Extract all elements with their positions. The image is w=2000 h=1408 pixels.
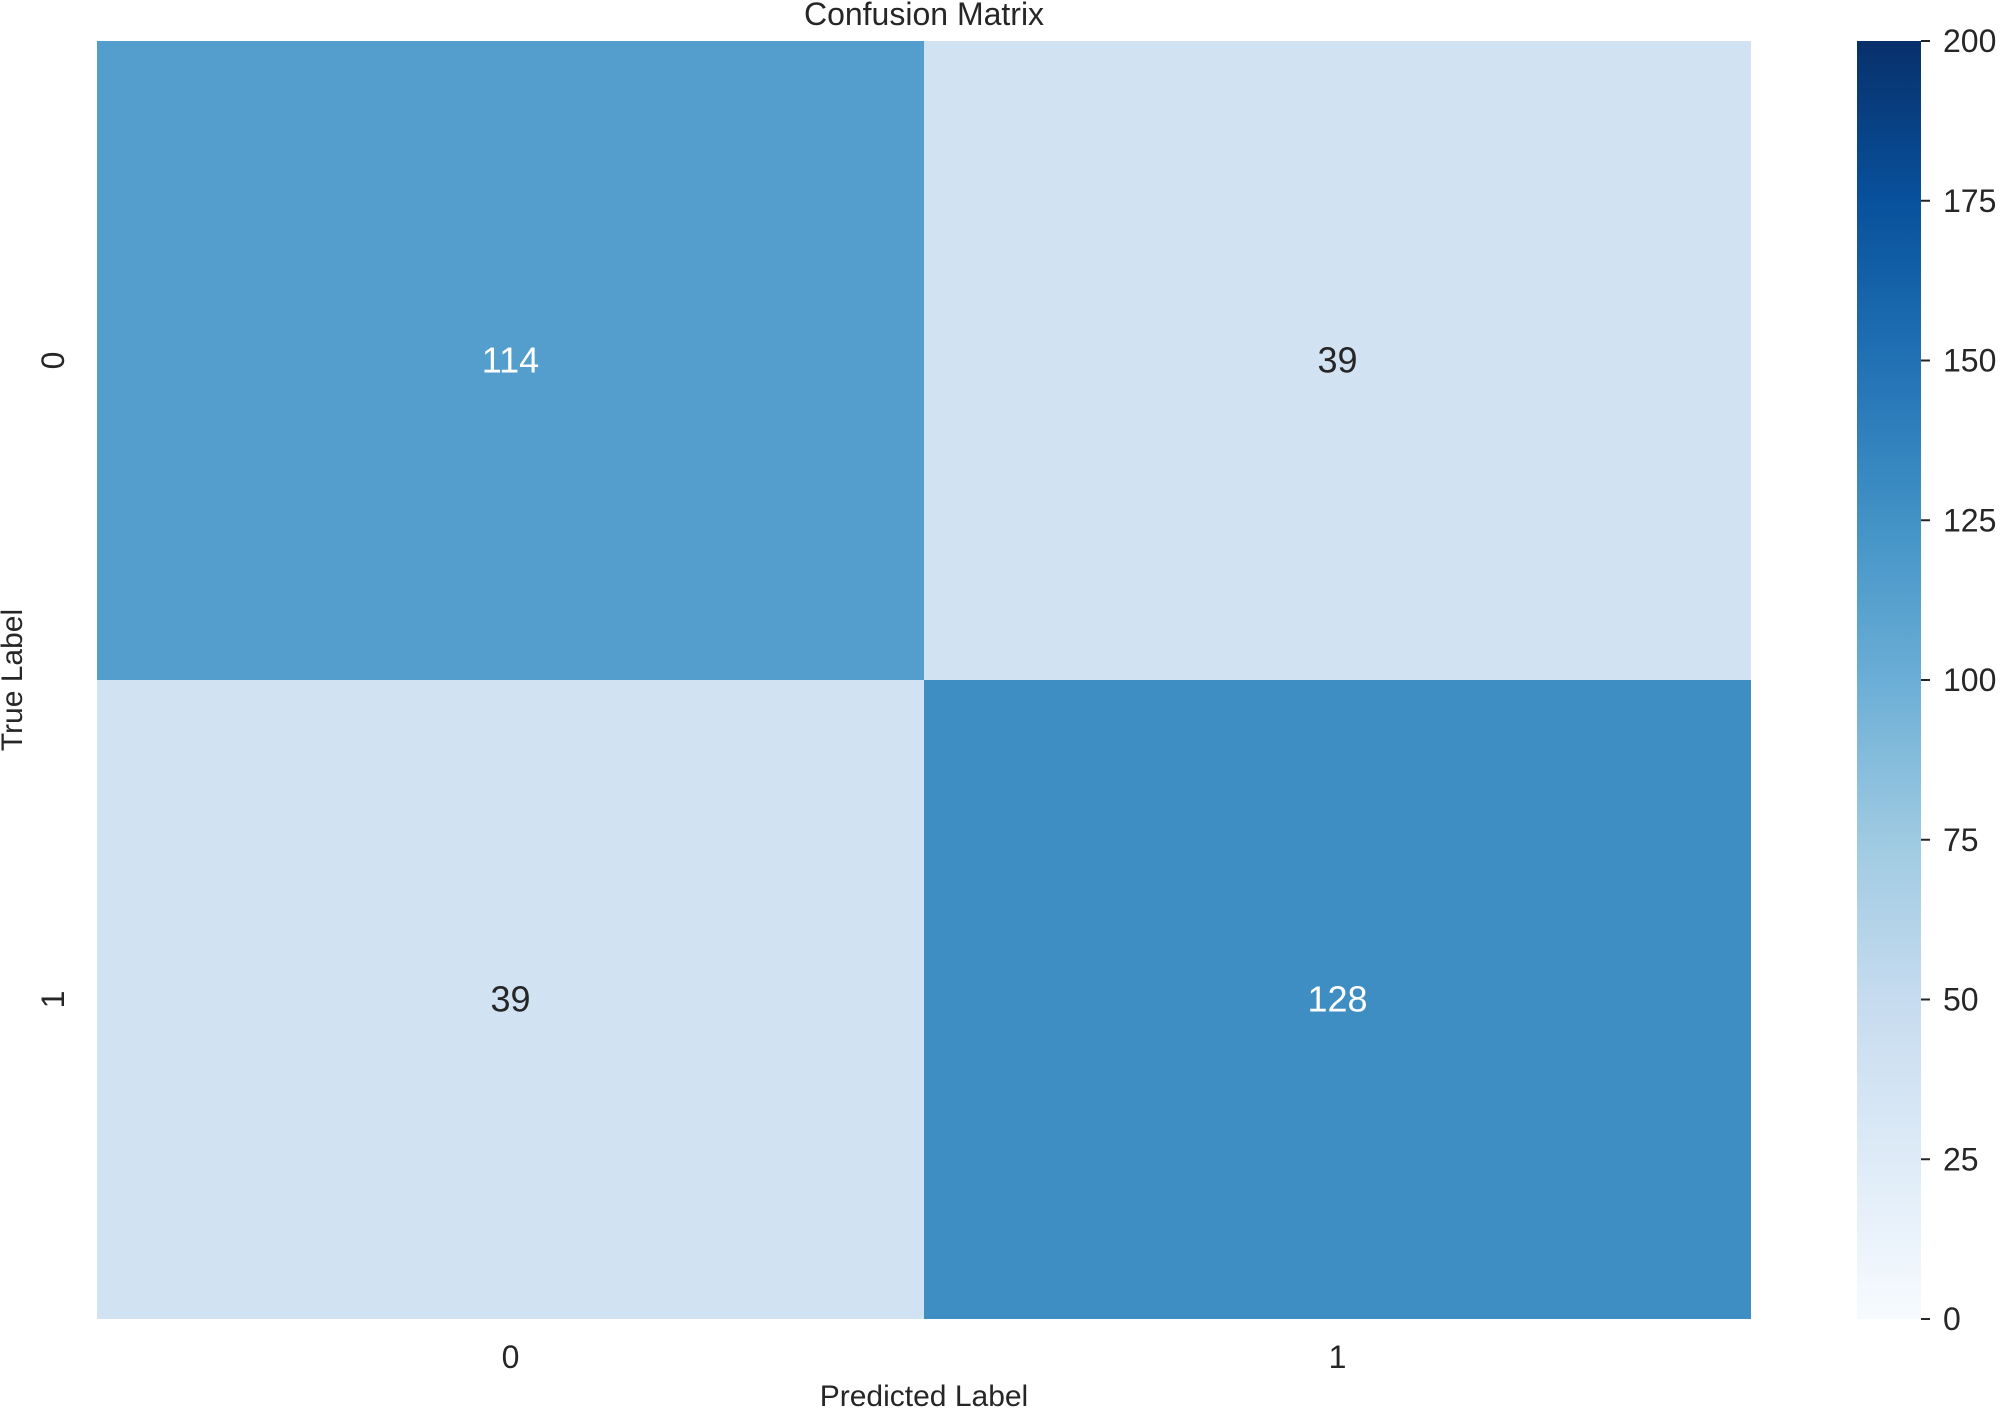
heatmap-cells xyxy=(97,41,1751,1319)
heatmap-cell-r1-c1 xyxy=(924,680,1751,1319)
colorbar xyxy=(1857,41,1921,1319)
x-tick-label-0: 0 xyxy=(502,1339,520,1375)
colorbar-tick-label-125: 125 xyxy=(1943,502,1996,538)
y-axis-ticks: 01 xyxy=(35,352,71,1009)
x-tick-label-1: 1 xyxy=(1329,1339,1347,1375)
colorbar-tick-label-150: 150 xyxy=(1943,343,1996,379)
colorbar-tick-label-25: 25 xyxy=(1943,1141,1979,1177)
cell-value-r0-c0: 114 xyxy=(482,340,539,381)
y-axis-label: True Label xyxy=(0,609,29,751)
colorbar-ticks: 0 25 50 75 100 125 150 175 200 xyxy=(1921,23,1996,1337)
cell-value-r1-c1: 128 xyxy=(1307,979,1367,1020)
colorbar-tick-label-200: 200 xyxy=(1943,23,1996,59)
colorbar-tick-label-75: 75 xyxy=(1943,822,1979,858)
y-tick-label-1: 1 xyxy=(35,991,71,1009)
heatmap-cell-labels: 114 39 39 128 xyxy=(482,340,1368,1020)
colorbar-tick-label-175: 175 xyxy=(1943,183,1996,219)
colorbar-tick-label-0: 0 xyxy=(1943,1301,1961,1337)
x-axis-label: Predicted Label xyxy=(820,1380,1028,1408)
heatmap-cell-r0-c0 xyxy=(97,41,924,680)
colorbar-tick-label-50: 50 xyxy=(1943,982,1979,1018)
colorbar-tick-label-100: 100 xyxy=(1943,662,1996,698)
y-tick-label-0: 0 xyxy=(35,352,71,370)
cell-value-r0-c1: 39 xyxy=(1317,340,1357,381)
cell-value-r1-c0: 39 xyxy=(490,979,530,1020)
heatmap-cell-r1-c0 xyxy=(97,680,924,1319)
chart-title: Confusion Matrix xyxy=(804,0,1044,32)
heatmap-cell-r0-c1 xyxy=(924,41,1751,680)
